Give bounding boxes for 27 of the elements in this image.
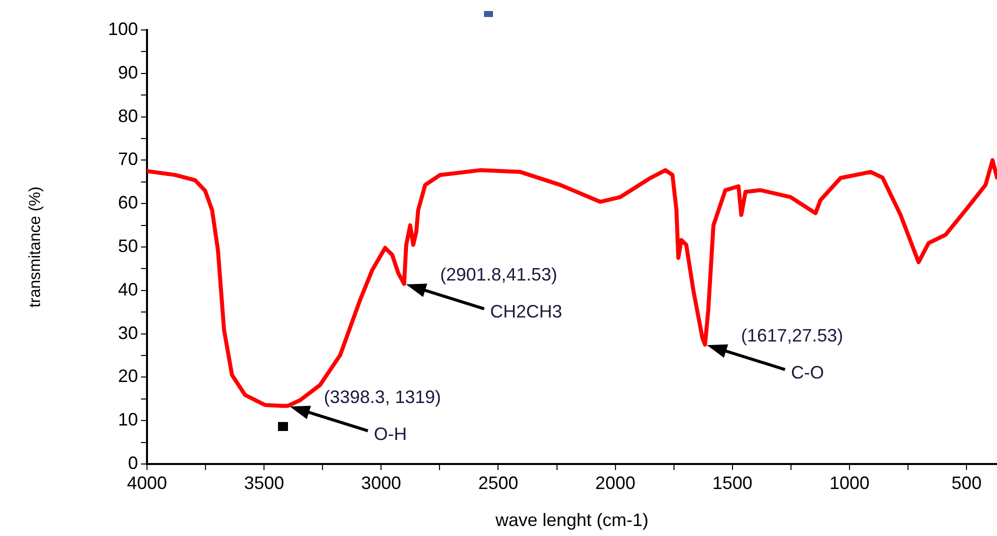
- x-tick-label: 2500: [478, 472, 518, 493]
- y-tick-label: 30: [118, 322, 138, 343]
- annotation: CH2CH3: [490, 302, 562, 322]
- x-tick-label: 3500: [244, 472, 284, 493]
- annotation: (1617,27.53): [741, 325, 844, 346]
- y-tick-label: 60: [118, 192, 138, 213]
- annotation: O-H: [374, 424, 407, 444]
- y-tick-label: 0: [128, 452, 138, 473]
- x-tick-label: 1000: [829, 472, 870, 493]
- y-tick-label: 10: [118, 410, 138, 430]
- annotation: C-O: [791, 362, 824, 382]
- annotation: (2901.8,41.53): [440, 264, 558, 285]
- y-axis-title: transmitance (%): [27, 186, 44, 308]
- x-tick-label: 1500: [712, 472, 752, 493]
- x-tick-label: 3000: [361, 472, 402, 493]
- x-tick-label: 500: [952, 472, 982, 493]
- annotation: (3398.3, 1319): [324, 386, 441, 407]
- y-tick-label: 70: [118, 149, 138, 170]
- y-tick-label: 90: [118, 62, 138, 82]
- x-tick-label: 4000: [126, 472, 168, 493]
- x-axis-title: wave lenght (cm-1): [494, 510, 649, 530]
- y-tick-label: 40: [118, 279, 138, 300]
- y-tick-label: 100: [108, 18, 138, 39]
- y-tick-label: 80: [118, 106, 138, 126]
- y-tick-label: 20: [118, 366, 138, 386]
- y-tick-label: 50: [118, 236, 138, 256]
- x-tick-label: 2000: [595, 472, 636, 493]
